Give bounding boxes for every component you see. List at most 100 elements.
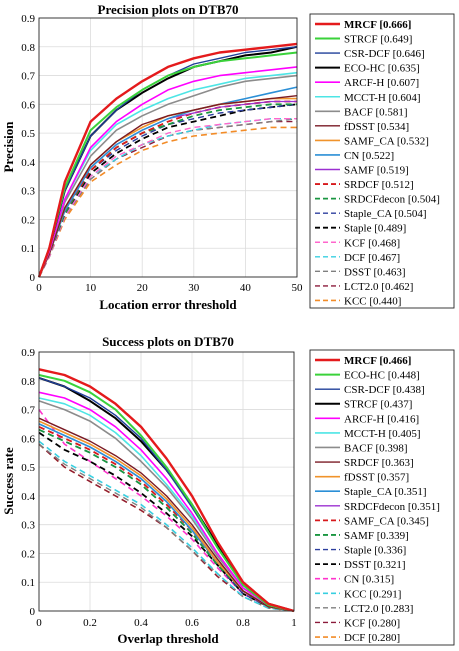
success-legend-entry: SRDCF [0.363] xyxy=(344,457,414,469)
precision-legend-entry: SRDCFdecon [0.504] xyxy=(344,194,440,206)
success-x-tick-label: 0.8 xyxy=(236,617,250,629)
success-legend-entry: DSST [0.321] xyxy=(344,559,406,571)
success-x-tick-label: 0.2 xyxy=(83,617,97,629)
success-x-tick-label: 0.6 xyxy=(185,617,199,629)
success-series-line xyxy=(38,417,295,612)
success-legend: MRCF [0.466] ECO-HC [0.448] CSR-DCF [0.438… xyxy=(309,349,455,646)
success-legend-entry: LCT2.0 [0.283] xyxy=(344,603,413,615)
success-y-tick-label: 0.2 xyxy=(21,548,35,560)
precision-series-line xyxy=(38,95,298,278)
precision-legend-entry: MCCT-H [0.604] xyxy=(344,92,421,104)
success-y-tick-label: 0.3 xyxy=(21,520,35,532)
precision-x-tick-label: 20 xyxy=(137,282,149,294)
precision-y-tick-label: 0.8 xyxy=(21,42,35,54)
success-series-line xyxy=(38,440,295,612)
success-series-line xyxy=(38,391,295,612)
precision-legend-entry: BACF [0.581] xyxy=(344,106,408,118)
success-plot-title: Success plots on DTB70 xyxy=(102,334,234,349)
success-plot-area xyxy=(39,352,294,611)
precision-legend-entry: ECO-HC [0.635] xyxy=(344,63,420,75)
success-legend-box xyxy=(309,349,455,646)
precision-x-tick-label: 10 xyxy=(85,282,97,294)
precision-series-line xyxy=(38,126,297,278)
success-legend-entry: ARCF-H [0.416] xyxy=(344,413,419,425)
success-legend-entry: SAMF [0.339] xyxy=(344,530,409,542)
success-legend-entry: BACF [0.398] xyxy=(344,442,408,454)
precision-legend-entry: fDSST [0.534] xyxy=(344,121,409,133)
precision-x-tick-label: 40 xyxy=(240,282,252,294)
precision-legend-entry: LCT2.0 [0.462] xyxy=(344,281,413,293)
precision-x-axis-label: Location error threshold xyxy=(99,297,237,312)
success-y-tick-label: 0.5 xyxy=(21,462,35,474)
success-legend-entry: MRCF [0.466] xyxy=(344,355,411,367)
precision-legend-entry: SRDCF [0.512] xyxy=(344,179,414,191)
success-y-tick-label: 0.8 xyxy=(21,376,35,388)
precision-legend-entry: KCC [0.440] xyxy=(344,295,401,307)
precision-plot-title: Precision plots on DTB70 xyxy=(98,2,239,17)
success-legend-entry: KCF [0.280] xyxy=(344,617,400,629)
precision-axes-frame xyxy=(38,17,298,278)
success-legend-entry: SRDCFdecon [0.351] xyxy=(344,501,440,513)
precision-legend-entry: CSR-DCF [0.646] xyxy=(344,48,425,60)
success-y-tick-label: 0.7 xyxy=(21,405,35,417)
success-x-tick-label: 0 xyxy=(36,617,42,629)
precision-series-line xyxy=(37,42,298,278)
success-series-line xyxy=(38,374,295,612)
precision-x-tick-label: 30 xyxy=(188,282,200,294)
success-legend-entry: STRCF [0.437] xyxy=(344,399,412,411)
success-legend-entry: Staple_CA [0.351] xyxy=(344,486,427,498)
success-legend-entry: MCCT-H [0.405] xyxy=(344,428,421,440)
success-legend-entry: SAMF_CA [0.345] xyxy=(344,515,429,527)
success-legend-entry: Staple [0.336] xyxy=(344,545,406,557)
precision-y-tick-label: 0.7 xyxy=(21,71,35,83)
success-series-line xyxy=(38,368,295,613)
precision-legend-entry: SAMF_CA [0.532] xyxy=(344,135,429,147)
success-legend-entry: fDSST [0.357] xyxy=(344,472,409,484)
precision-legend-entry: DSST [0.463] xyxy=(344,266,406,278)
precision-legend-entry: CN [0.522] xyxy=(344,150,394,162)
success-legend-entry: CN [0.315] xyxy=(344,574,394,586)
precision-y-tick-label: 0 xyxy=(30,272,36,284)
success-legend-entry: ECO-HC [0.448] xyxy=(344,370,420,382)
precision-legend-entry: KCF [0.468] xyxy=(344,237,400,249)
success-series-line xyxy=(38,443,295,612)
precision-legend-entry: SAMF [0.519] xyxy=(344,165,409,177)
precision-legend-entry: Staple [0.489] xyxy=(344,223,406,235)
success-y-tick-label: 0.4 xyxy=(21,491,35,503)
precision-legend: MRCF [0.666] STRCF [0.649] CSR-DCF [0.646]… xyxy=(309,13,455,309)
precision-x-tick-label: 0 xyxy=(36,282,42,294)
success-y-tick-label: 0.1 xyxy=(21,577,35,589)
success-x-tick-label: 1 xyxy=(291,617,297,629)
precision-legend-entry: MRCF [0.666] xyxy=(344,19,411,31)
precision-y-tick-label: 0.5 xyxy=(21,128,35,140)
precision-legend-box xyxy=(309,13,455,309)
precision-y-tick-label: 0.2 xyxy=(21,214,35,226)
success-x-tick-label: 0.4 xyxy=(134,617,148,629)
precision-legend-entry: STRCF [0.649] xyxy=(344,34,412,46)
success-axes-frame xyxy=(38,351,295,612)
success-legend-entry: DCF [0.280] xyxy=(344,632,400,644)
success-legend-entry: KCC [0.291] xyxy=(344,588,401,600)
precision-series-line xyxy=(38,118,298,278)
precision-legend-entry: Staple_CA [0.504] xyxy=(344,208,427,220)
precision-legend-entry: DCF [0.467] xyxy=(344,252,400,264)
precision-y-tick-label: 0.3 xyxy=(21,186,35,198)
success-series-line xyxy=(38,409,295,612)
success-y-axis-label: Success rate xyxy=(1,447,16,515)
precision-x-tick-label: 50 xyxy=(292,282,304,294)
precision-plot-panel: Precision plots on DTB70 Location error … xyxy=(1,2,455,312)
success-y-tick-label: 0.9 xyxy=(21,347,35,359)
precision-series-line xyxy=(38,117,297,278)
success-legend-entry: CSR-DCF [0.438] xyxy=(344,384,425,396)
success-plot-panel: Success plots on DTB70 Overlap threshold… xyxy=(1,334,455,646)
success-x-axis-label: Overlap threshold xyxy=(117,631,219,646)
precision-y-axis-label: Precision xyxy=(1,121,16,173)
precision-legend-entry: ARCF-H [0.607] xyxy=(344,77,419,89)
precision-y-tick-label: 0.1 xyxy=(21,243,35,255)
precision-y-tick-label: 0.4 xyxy=(21,157,35,169)
precision-series-line xyxy=(38,66,298,278)
precision-y-tick-label: 0.9 xyxy=(21,13,35,25)
success-y-tick-label: 0.6 xyxy=(21,433,35,445)
success-y-tick-label: 0 xyxy=(30,606,36,618)
